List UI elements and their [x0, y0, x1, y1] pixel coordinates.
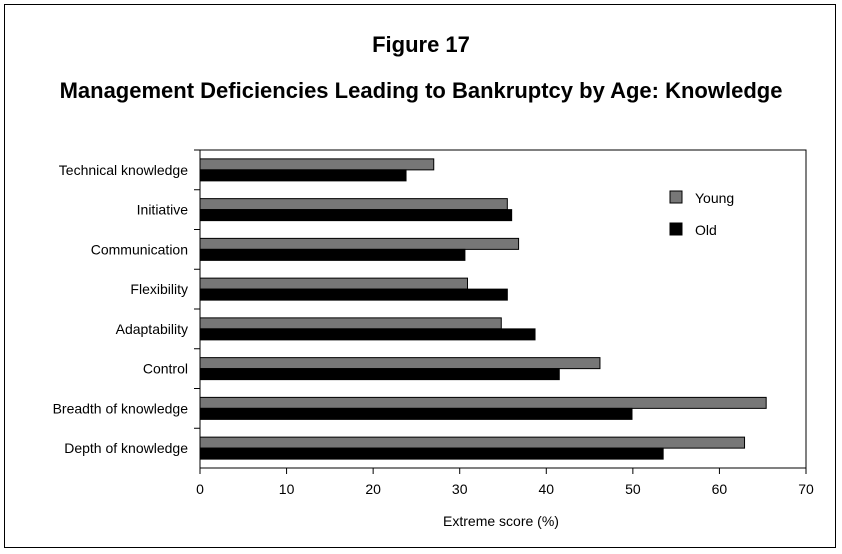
x-axis-label: Extreme score (%) — [443, 513, 559, 529]
x-tick-label: 20 — [365, 481, 381, 497]
x-tick-label: 0 — [196, 481, 204, 497]
bar-old — [199, 328, 536, 341]
x-tick-label: 70 — [798, 481, 814, 497]
category-label: Breadth of knowledge — [53, 400, 189, 416]
bar-young — [199, 158, 435, 171]
legend-swatch-young — [669, 190, 683, 204]
bar-young — [199, 396, 767, 409]
category-label: Technical knowledge — [59, 162, 188, 178]
x-tick-label: 50 — [625, 481, 641, 497]
bar-old — [199, 209, 513, 222]
category-label: Communication — [91, 241, 188, 257]
bar-young — [199, 317, 502, 330]
bar-old — [199, 248, 466, 261]
bar-old — [199, 407, 633, 420]
x-tick-label: 40 — [538, 481, 554, 497]
legend-label-young: Young — [695, 190, 734, 206]
chart-title-text: Management Deficiencies Leading to Bankr… — [59, 78, 783, 103]
category-label: Flexibility — [130, 281, 188, 297]
figure-number: Figure 17 — [372, 32, 470, 57]
bar-young — [199, 357, 601, 370]
category-label: Depth of knowledge — [64, 440, 188, 456]
legend-swatch-old — [669, 222, 683, 236]
x-tick-label: 30 — [452, 481, 468, 497]
x-tick-label: 60 — [712, 481, 728, 497]
bar-old — [199, 368, 560, 381]
category-label: Initiative — [137, 202, 189, 218]
bar-young — [199, 237, 520, 250]
bar-young — [199, 277, 469, 290]
bar-old — [199, 169, 407, 182]
category-label: Control — [143, 361, 188, 377]
x-tick-label: 10 — [279, 481, 295, 497]
bar-old — [199, 288, 508, 301]
category-label: Adaptability — [116, 321, 188, 337]
legend-label-old: Old — [695, 222, 717, 238]
bar-old — [199, 447, 664, 460]
bar-young — [199, 436, 746, 449]
chart-title: Management Deficiencies Leading to Bankr… — [0, 78, 842, 104]
bar-young — [199, 198, 508, 211]
